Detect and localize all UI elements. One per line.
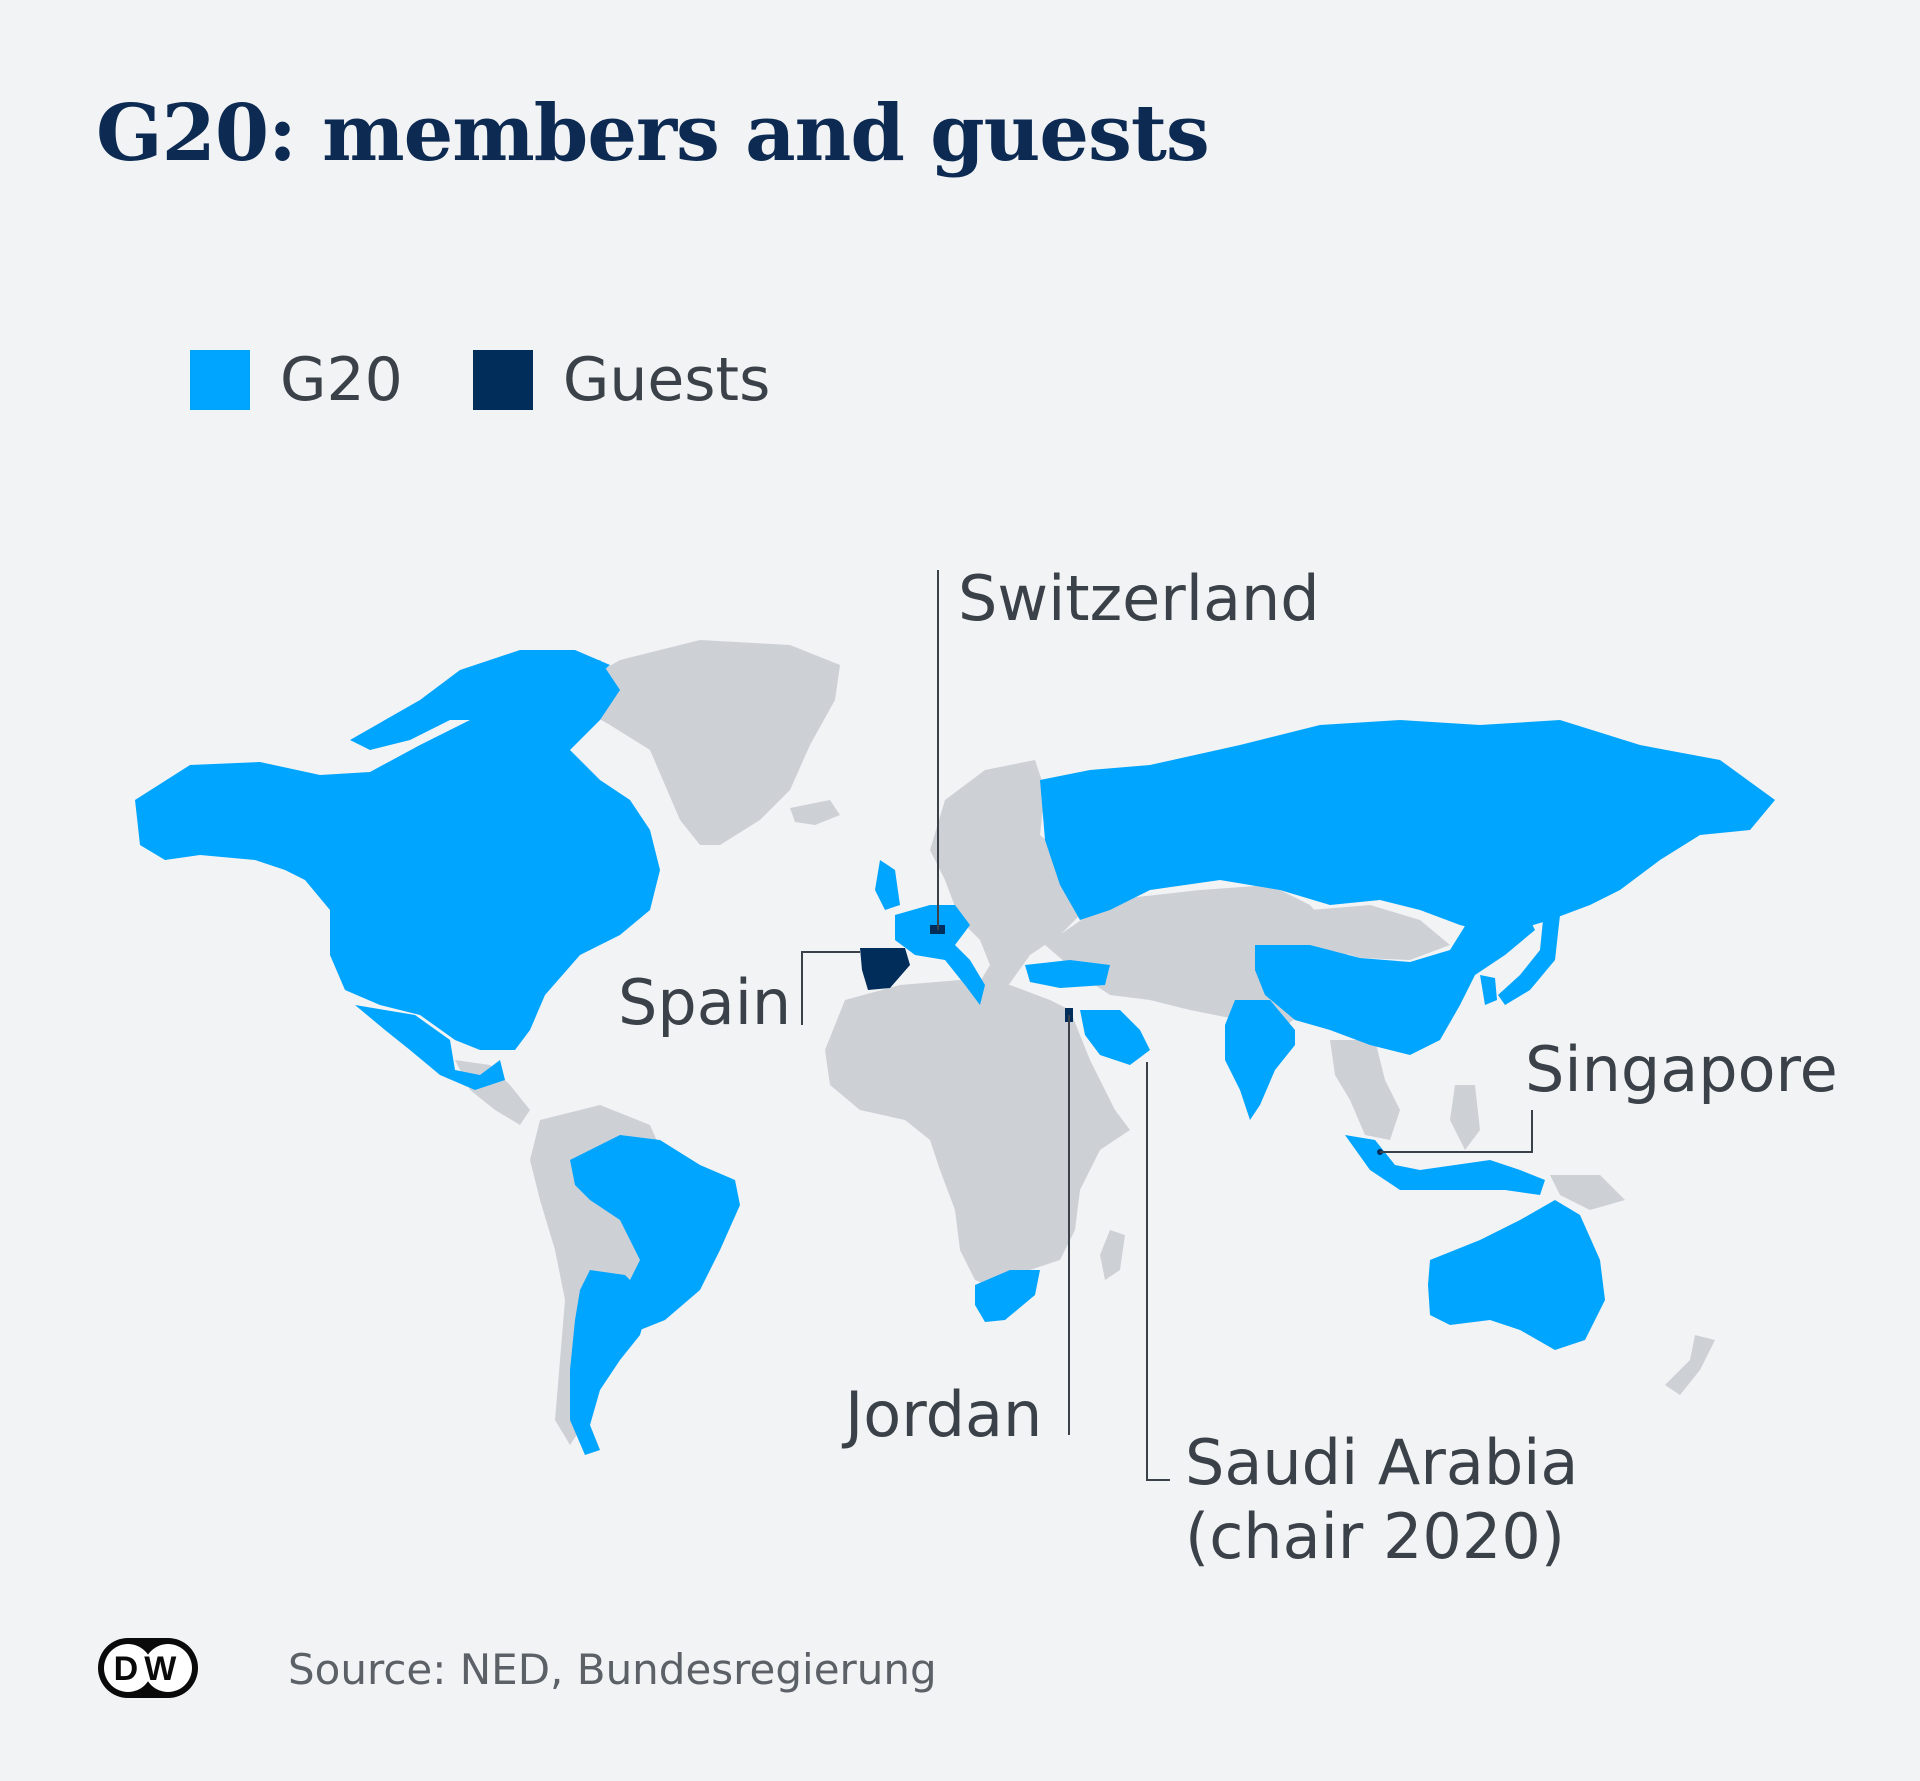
france-germany-italy-shape	[895, 905, 985, 1005]
brazil-shape	[570, 1135, 740, 1330]
page-title: G20: members and guests	[96, 88, 1210, 179]
china-shape	[1255, 900, 1535, 1055]
india-shape	[1225, 1000, 1295, 1120]
legend-swatch-guests	[472, 350, 533, 410]
new-zealand-shape	[1665, 1335, 1715, 1395]
europe-shape	[930, 760, 1090, 1010]
argentina-shape	[570, 1270, 650, 1455]
legend-label-g20: G20	[280, 345, 403, 415]
legend-item-g20: G20	[190, 345, 403, 415]
greenland-shape	[568, 640, 840, 845]
russia-shape	[1040, 720, 1775, 935]
canada-islands-shape	[350, 650, 610, 750]
mexico-shape	[355, 1005, 505, 1090]
leader-lines	[801, 570, 1533, 1481]
source-text: Source: NED, Bundesregierung	[288, 1645, 937, 1694]
dw-logo: DW	[98, 1638, 198, 1698]
legend-item-guests: Guests	[472, 345, 771, 415]
label-switzerland: Switzerland	[958, 562, 1320, 635]
spain-shape	[860, 948, 910, 990]
label-singapore: Singapore	[1525, 1033, 1838, 1106]
label-saudi-line2: (chair 2020)	[1185, 1500, 1565, 1573]
philippines-shape	[1450, 1085, 1480, 1150]
canada-us-shape	[135, 660, 660, 1050]
dw-logo-text: DW	[114, 1650, 183, 1688]
legend-swatch-g20	[190, 350, 250, 410]
g20-countries	[135, 650, 1775, 1455]
mongolia-shape	[1310, 905, 1450, 960]
southeast-asia-shape	[1330, 1040, 1400, 1140]
south-africa-shape	[975, 1270, 1040, 1322]
legend: G20 Guests	[190, 345, 840, 415]
spain-leader	[801, 951, 860, 1025]
label-saudi-arabia: Saudi Arabia (chair 2020)	[1185, 1426, 1578, 1574]
saudi-shape	[1080, 1010, 1150, 1065]
label-jordan: Jordan	[845, 1378, 1043, 1451]
label-saudi-line1: Saudi Arabia	[1185, 1426, 1579, 1499]
iceland-shape	[790, 800, 840, 825]
africa-shape	[825, 980, 1130, 1290]
papua-shape	[1550, 1175, 1625, 1210]
australia-shape	[1428, 1200, 1605, 1350]
uk-shape	[875, 860, 900, 910]
madagascar-shape	[1100, 1230, 1125, 1280]
saudi-leader	[1146, 1062, 1170, 1481]
singapore-leader	[1380, 1110, 1533, 1153]
turkey-shape	[1025, 960, 1110, 988]
legend-label-guests: Guests	[562, 345, 771, 415]
japan-shape	[1498, 900, 1560, 1005]
indonesia-shape	[1345, 1135, 1545, 1195]
korea-shape	[1480, 975, 1497, 1005]
label-spain: Spain	[618, 966, 792, 1039]
